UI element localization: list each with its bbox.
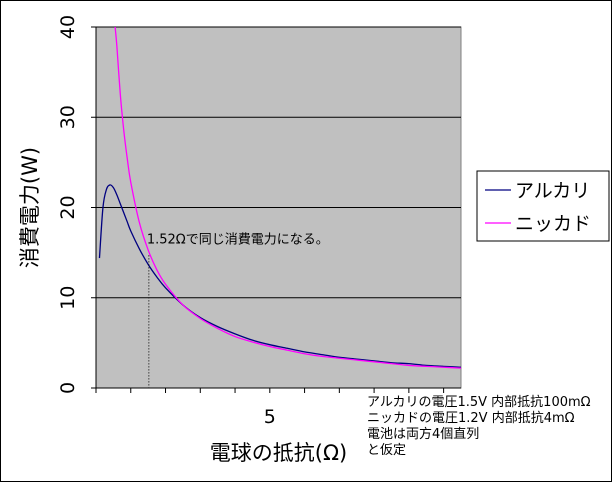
x-tick-label: 5	[264, 406, 276, 428]
y-tick-label: 30	[57, 105, 79, 129]
x-axis-title: 電球の抵抗(Ω)	[210, 441, 347, 465]
legend-label: アルカリ	[515, 180, 590, 202]
annotation-layer: 1.52Ωで同じ消費電力になる。	[147, 232, 329, 388]
series-line-alkaline	[98, 184, 462, 368]
gridlines	[96, 26, 461, 299]
note-line: アルカリの電圧1.5V 内部抵抗100mΩ	[367, 394, 591, 410]
y-tick-label: 0	[57, 382, 79, 394]
note-line: ニッカドの電圧1.2V 内部抵抗4mΩ	[367, 410, 575, 426]
y-tick-label: 40	[57, 15, 79, 39]
series-layer	[98, 26, 462, 369]
annotation-label: 1.52Ωで同じ消費電力になる。	[147, 232, 329, 247]
y-tick-label: 20	[57, 195, 79, 219]
axes: 0 10 20 30 40 5 電球の抵抗(Ω) 消費電力(W)	[18, 15, 461, 465]
legend-box	[476, 170, 610, 242]
y-tick-label: 10	[57, 286, 79, 310]
note-line: と仮定	[367, 443, 406, 458]
y-axis-title: 消費電力(W)	[18, 147, 42, 268]
series-line-nicad	[114, 26, 462, 369]
note-line: 電池は両方4個直列	[367, 426, 479, 442]
legend-label: ニッカド	[515, 213, 591, 235]
